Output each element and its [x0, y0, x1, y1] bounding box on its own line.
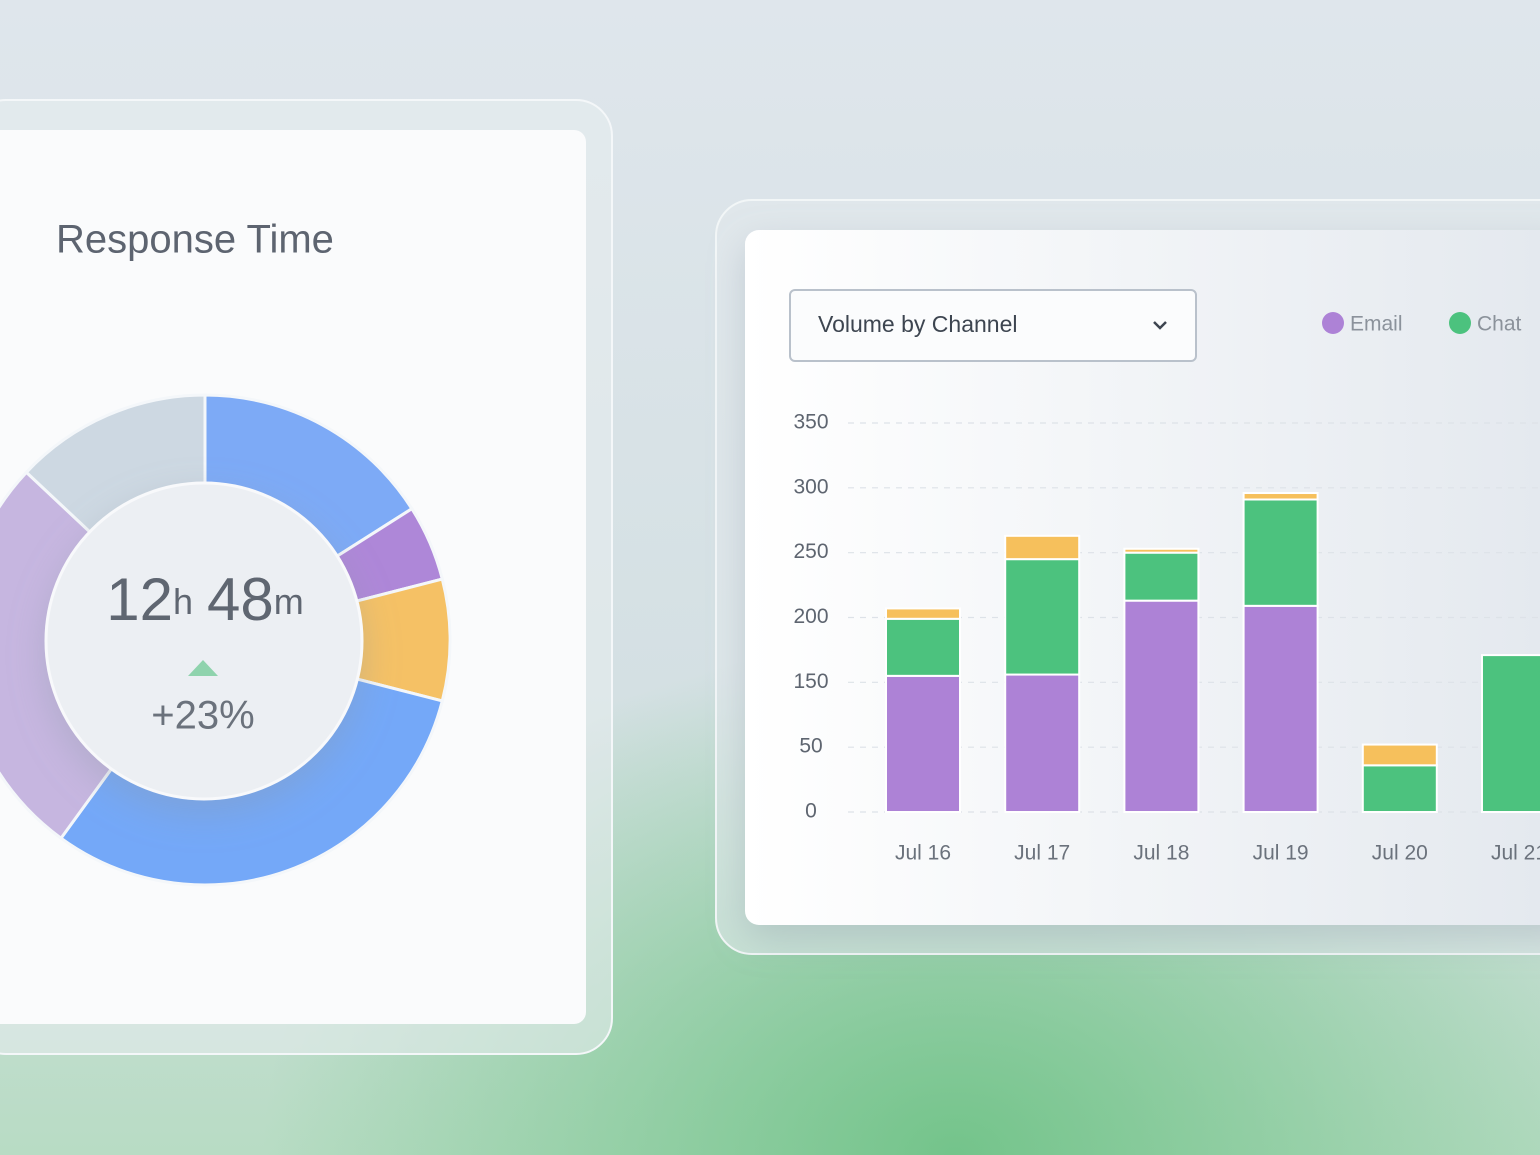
x-tick-label: Jul 16 — [895, 842, 951, 865]
bar-segment — [1004, 534, 1081, 561]
dropdown[interactable] — [789, 289, 1197, 362]
dropdown-chevron — [1153, 321, 1167, 330]
bar-segment — [1361, 764, 1438, 814]
bar-segment — [1242, 492, 1319, 501]
unit-part: h — [173, 581, 193, 622]
bar-segment — [885, 674, 961, 813]
legend-label: Email — [1350, 313, 1403, 336]
x-tick-label: Jul 19 — [1253, 842, 1309, 865]
dropdown-label: Volume by Channel — [818, 311, 1017, 337]
donut-center — [44, 481, 364, 801]
bar-segment — [1123, 551, 1200, 602]
bar-segment — [1361, 743, 1438, 767]
y-tick-label: 50 — [799, 735, 822, 758]
x-tick-label: Jul 18 — [1133, 842, 1189, 865]
y-tick-label: 200 — [793, 605, 828, 628]
up-arrow — [188, 660, 218, 676]
bar-segment — [1004, 558, 1081, 676]
x-tick-label: Jul 20 — [1372, 842, 1428, 865]
bar-segment — [885, 617, 961, 677]
change-label: +23% — [151, 694, 254, 738]
y-tick-label: 150 — [793, 670, 828, 693]
bar-segment — [1242, 604, 1319, 814]
y-tick-label: 250 — [793, 540, 828, 563]
y-tick-label: 0 — [805, 800, 817, 823]
bar-segment — [1123, 599, 1200, 813]
y-tick-label: 350 — [793, 411, 828, 434]
bar-segment — [1242, 498, 1319, 607]
bar-segment — [1123, 547, 1200, 554]
y-tick-label: 300 — [793, 475, 828, 498]
x-tick-label: Jul 17 — [1014, 842, 1070, 865]
bar-chart: Volume by Channel 0 50 150 200 250 300 350 Jul … — [789, 289, 1540, 865]
bar-segment — [1481, 654, 1540, 813]
center-value: 12h 48m — [106, 566, 304, 633]
card-title: Response Time — [56, 218, 334, 262]
bar-segment — [885, 607, 961, 620]
bar-segment — [1004, 673, 1081, 814]
legend-label: Chat — [1477, 313, 1522, 336]
value-part: 48 — [207, 566, 274, 633]
value-part: 12 — [106, 566, 173, 633]
legend-swatch — [1322, 312, 1344, 334]
x-tick-label: Jul 21 — [1491, 842, 1540, 865]
unit-part: m — [274, 581, 304, 622]
legend-swatch — [1449, 312, 1471, 334]
